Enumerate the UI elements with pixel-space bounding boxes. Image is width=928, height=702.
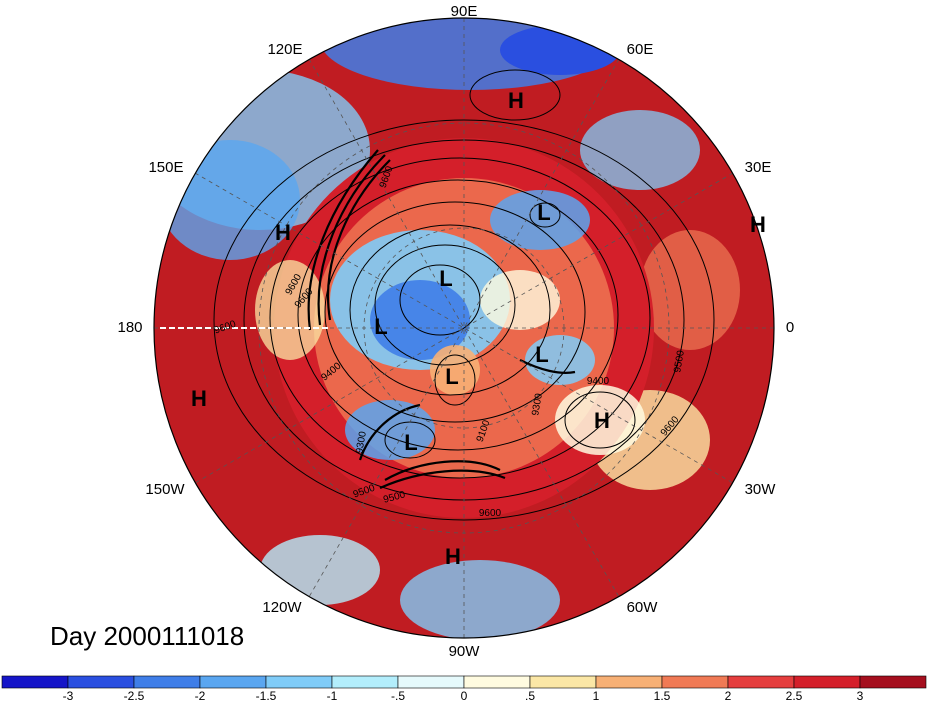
contour-label: 9300 [530,392,545,416]
colorbar-tick-label: 1.5 [654,689,671,702]
globe-outline [153,17,775,639]
lon-label-90e: 90E [451,3,478,20]
colorbar-swatch [793,675,861,689]
low-center: L [374,314,387,339]
colorbar-swatch [727,675,795,689]
lon-label-0: 0 [786,319,794,336]
contour-label: 9300 [354,430,369,454]
colorbar-swatch [595,675,663,689]
lon-label-30w: 30W [745,481,777,498]
colorbar-swatch [331,675,399,689]
colorbar-swatch [463,675,531,689]
colorbar-tick-label: .5 [525,689,535,702]
contour-label: 9500 [672,349,687,373]
pressure-centers: H L H H L L L L H H L H [191,88,766,569]
high-center: H [191,386,207,411]
colorbar-tick-label: -1.5 [256,689,277,702]
day-label: Day 2000111018 [50,621,244,651]
colorbar-swatch [1,675,69,689]
colorbar-swatch [67,675,135,689]
lon-label-180: 180 [117,319,142,336]
lon-label-60w: 60W [627,599,659,616]
low-center: L [535,342,548,367]
jet-contour-bundles [307,149,576,490]
lon-label-150w: 150W [145,481,185,498]
colorbar-swatch [859,675,927,689]
high-center: H [275,220,291,245]
longitude-labels: 90E 60E 30E 0 30W 60W 90W 120W 150W 180 … [117,3,794,660]
colorbar-swatch [133,675,201,689]
high-center: H [508,88,524,113]
contour-label: 9400 [587,376,610,387]
lon-label-90w: 90W [449,643,481,660]
colorbar-tick-label: 3 [857,689,864,702]
colorbar-tick-label: 2.5 [786,689,803,702]
colorbar: -3 -2.5 -2 -1.5 -1 -.5 0 .5 1 1.5 2 2.5 3 [1,675,927,702]
high-center: H [750,212,766,237]
colorbar-tick-label: 2 [725,689,732,702]
colorbar-tick-label: -3 [63,689,74,702]
contour-label: 9600 [479,508,502,519]
anomaly-shading [154,18,774,638]
high-center: H [445,544,461,569]
low-center: L [537,200,550,225]
colorbar-tick-label: -1 [327,689,338,702]
low-center: L [439,266,452,291]
colorbar-swatch [397,675,465,689]
lon-label-150e: 150E [148,159,183,176]
high-center: H [594,408,610,433]
lon-label-120w: 120W [262,599,302,616]
colorbar-swatch [661,675,729,689]
colorbar-swatch [529,675,597,689]
lon-label-30e: 30E [745,159,772,176]
colorbar-tick-label: -2.5 [124,689,145,702]
colorbar-tick-label: -2 [195,689,206,702]
colorbar-tick-label: 0 [461,689,468,702]
low-center: L [404,430,417,455]
low-center: L [445,364,458,389]
colorbar-tick-label: 1 [593,689,600,702]
lon-label-120e: 120E [267,41,302,58]
colorbar-tick-label: -.5 [391,689,405,702]
colorbar-swatch [265,675,333,689]
colorbar-swatch [199,675,267,689]
lon-label-60e: 60E [627,41,654,58]
